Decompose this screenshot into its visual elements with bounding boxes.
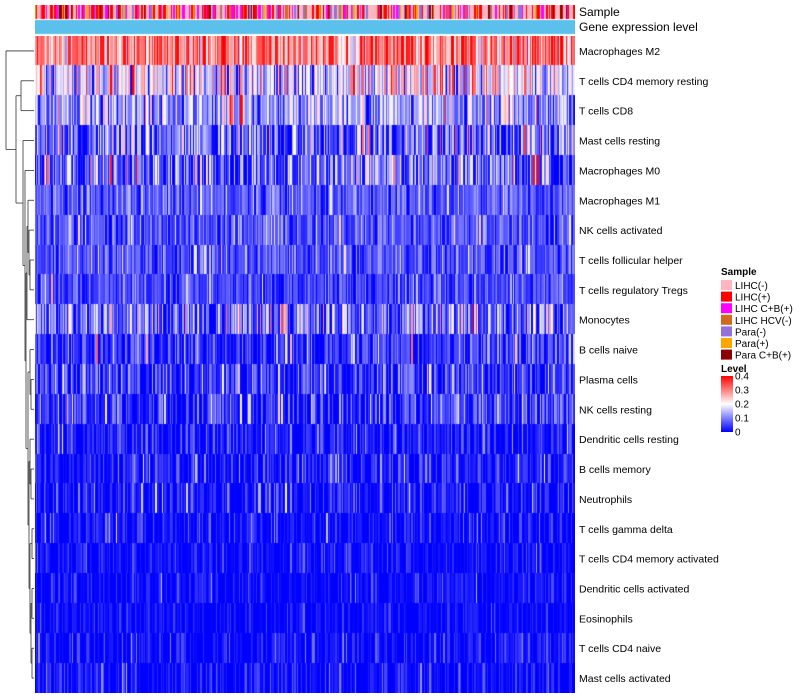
level-legend-title: Level [721, 364, 747, 375]
level-legend: Level 0.4 0.3 0.2 0.1 0 [721, 364, 749, 439]
sample-legend-label: LIHC HCV(-) [735, 316, 792, 327]
row-label: T cells follicular helper [579, 255, 683, 267]
row-label: T cells CD4 naive [579, 643, 661, 655]
sample-legend-swatch [721, 291, 732, 302]
sample-legend-swatch [721, 314, 732, 325]
annotation-tracks [35, 5, 575, 35]
row-label: Macrophages M1 [579, 195, 660, 207]
level-legend-tick: 0.3 [735, 386, 749, 397]
row-label: Dendritic cells resting [579, 434, 679, 446]
row-label: T cells CD4 memory activated [579, 554, 719, 566]
sample-legend-label: LIHC(+) [735, 293, 770, 304]
row-labels: Macrophages M2 T cells CD4 memory resting… [579, 46, 719, 685]
sample-legend: Sample LIHC(-)LIHC(+)LIHC C+B(+)LIHC HCV… [721, 267, 793, 362]
row-label: NK cells resting [579, 404, 652, 416]
row-dendrogram [5, 50, 34, 679]
row-label: Dendritic cells activated [579, 583, 689, 595]
sample-legend-swatch [721, 326, 732, 337]
row-label: Macrophages M0 [579, 165, 660, 177]
annotation-label-gene-expression: Gene expression level [579, 20, 698, 34]
level-legend-tick: 0.1 [735, 414, 749, 425]
row-label: Mast cells activated [579, 673, 671, 685]
row-label: Neutrophils [579, 494, 632, 506]
row-label: T cells CD8 [579, 106, 633, 118]
row-label: B cells memory [579, 464, 652, 476]
annotation-label-sample: Sample [579, 5, 620, 19]
row-label: Mast cells resting [579, 136, 660, 148]
sample-legend-label: Para(-) [735, 327, 766, 338]
row-label: T cells gamma delta [579, 524, 673, 536]
sample-legend-swatch [721, 280, 732, 290]
sample-legend-swatch [721, 338, 732, 348]
sample-legend-label: LIHC C+B(+) [735, 304, 793, 315]
row-label: B cells naive [579, 345, 638, 357]
row-label: T cells regulatory Tregs [579, 285, 688, 297]
level-legend-tick: 0 [735, 428, 741, 439]
sample-legend-swatch [721, 349, 732, 360]
heatmap-matrix [35, 36, 575, 693]
row-label: T cells CD4 memory resting [579, 76, 708, 88]
sample-legend-label: LIHC(-) [735, 281, 768, 292]
row-label: Monocytes [579, 315, 630, 327]
row-label: Macrophages M2 [579, 46, 660, 58]
row-label: NK cells activated [579, 225, 663, 237]
sample-legend-swatch [721, 303, 732, 314]
level-legend-tick: 0.2 [735, 400, 749, 411]
level-colorbar [721, 376, 733, 432]
row-label: Plasma cells [579, 374, 638, 386]
level-legend-tick: 0.4 [735, 372, 749, 383]
sample-legend-label: Para(+) [735, 339, 769, 350]
sample-legend-label: Para C+B(+) [735, 351, 791, 362]
row-label: Eosinophils [579, 613, 633, 625]
sample-legend-title: Sample [721, 267, 757, 278]
